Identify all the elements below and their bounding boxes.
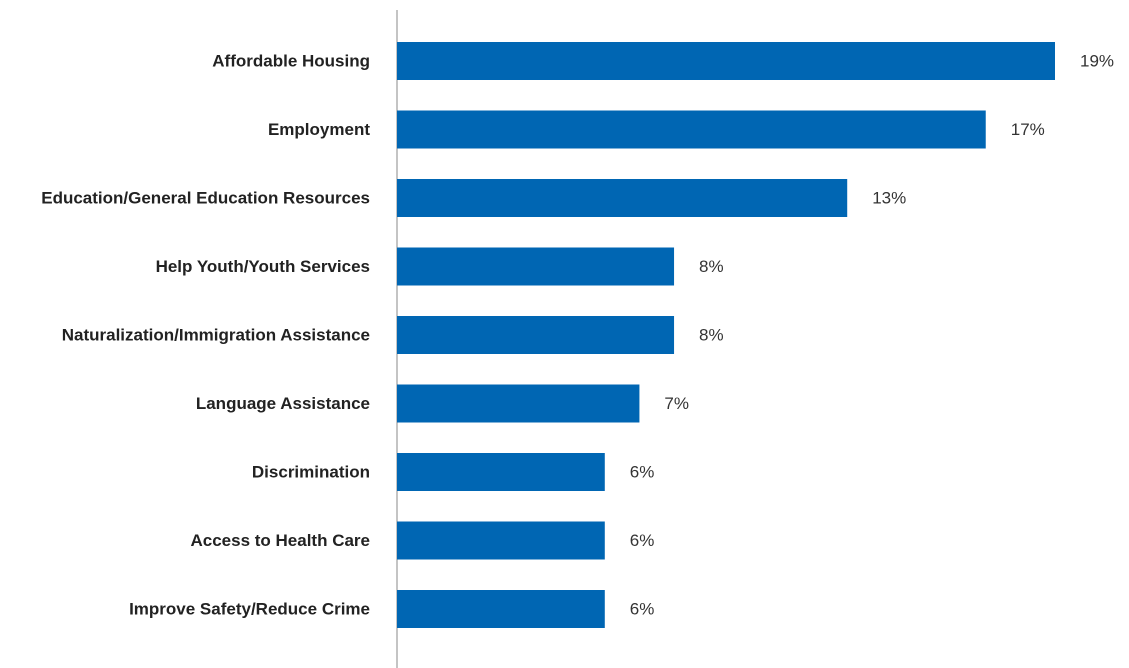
bar-1 (397, 110, 986, 149)
value-label: 6% (630, 463, 655, 482)
bar-4 (397, 316, 675, 354)
category-label: Employment (268, 120, 370, 139)
category-label: Naturalization/Immigration Assistance (62, 326, 370, 345)
bar-2 (397, 179, 848, 217)
value-label: 7% (664, 394, 689, 413)
value-label: 8% (699, 257, 724, 276)
category-label: Discrimination (252, 463, 370, 482)
value-label: 13% (872, 189, 906, 208)
bars-group (397, 42, 1055, 628)
value-label: 6% (630, 600, 655, 619)
value-label: 19% (1080, 52, 1114, 71)
value-labels-group: 19% 17% 13% 8% 8% 7% 6% 6% 6% (630, 52, 1114, 619)
bar-6 (397, 453, 605, 491)
bar-3 (397, 247, 675, 286)
bar-5 (397, 384, 640, 423)
value-label: 17% (1011, 120, 1045, 139)
category-label: Education/General Education Resources (41, 189, 370, 208)
bar-8 (397, 590, 605, 628)
bar-0 (397, 42, 1055, 80)
bar-7 (397, 521, 605, 560)
value-label: 8% (699, 326, 724, 345)
category-label: Language Assistance (196, 394, 370, 413)
category-label: Access to Health Care (190, 531, 370, 550)
category-labels-group: Affordable Housing Employment Education/Ge… (41, 52, 370, 619)
value-label: 6% (630, 531, 655, 550)
category-label: Improve Safety/Reduce Crime (129, 600, 370, 619)
category-label: Affordable Housing (212, 52, 370, 71)
category-label: Help Youth/Youth Services (156, 257, 370, 276)
